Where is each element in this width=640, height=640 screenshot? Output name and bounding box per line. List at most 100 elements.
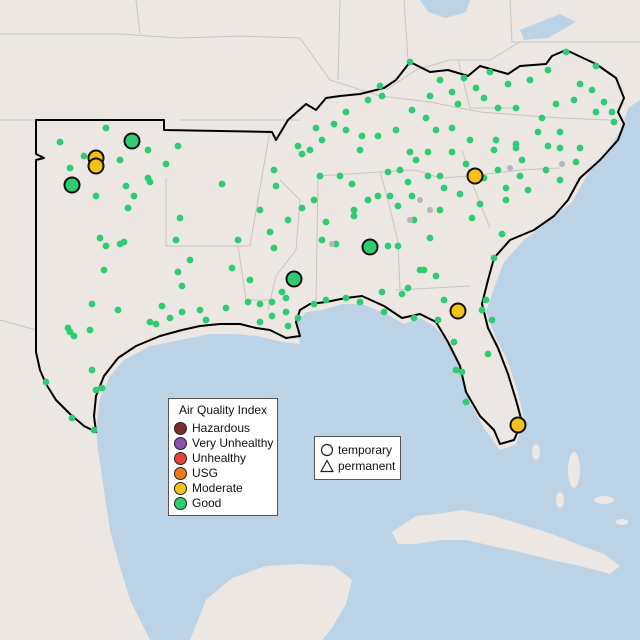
good-site-marker [306,146,314,154]
triangle-icon [320,459,334,473]
good-site-marker [458,368,466,376]
good-site-marker [406,58,414,66]
good-site-marker [116,156,124,164]
good-site-marker [440,184,448,192]
legend-label: Very Unhealthy [192,436,274,450]
good-site-marker [374,132,382,140]
good-site-marker [424,148,432,156]
offline-site-marker [329,241,335,247]
good-site-marker [480,94,488,102]
good-site-marker [342,108,350,116]
good-site-marker [272,182,280,190]
good-site-marker [384,168,392,176]
state-borders [0,0,640,331]
good-site-marker [478,306,486,314]
good-site-marker [64,324,72,332]
legend-row-unhealthy: Unhealthy [174,451,246,465]
good-site-marker [80,152,88,160]
good-site-marker [482,296,490,304]
moderate-site-marker[interactable] [466,167,484,185]
good-site-marker [70,332,78,340]
good-site-marker [294,142,302,150]
lakes [420,0,576,40]
good-site-marker [144,146,152,154]
good-site-marker [600,98,608,106]
good-site-marker [98,384,106,392]
land-bahamas [532,444,628,525]
good-site-marker [592,62,600,70]
good-site-marker [234,236,242,244]
good-swatch [174,496,187,510]
aqi-legend-title: Air Quality Index [179,403,268,417]
offline-site-marker [427,207,433,213]
good-site-marker[interactable] [123,132,141,150]
offline-site-marker [407,217,413,223]
shape-row-permanent: permanent [320,459,395,473]
good-site-marker [144,174,152,182]
good-site-marker [336,172,344,180]
good-site-marker [544,66,552,74]
good-site-marker [266,228,274,236]
good-site-marker [424,172,432,180]
good-site-marker [416,266,424,274]
good-site-marker [484,350,492,358]
good-site-marker [412,156,420,164]
good-site-marker [374,192,382,200]
good-site-marker [284,322,292,330]
good-site-marker [376,82,384,90]
good-site-marker[interactable] [285,270,303,288]
good-site-marker [318,136,326,144]
highlighted-site-markers[interactable] [63,132,527,434]
offline-site-marker [559,161,565,167]
good-site-marker [562,48,570,56]
good-site-marker [122,182,130,190]
good-site-marker [270,244,278,252]
legend-label: Moderate [192,481,243,495]
good-site-marker [468,214,476,222]
good-site-marker [516,172,524,180]
good-site-marker[interactable] [63,176,81,194]
good-site-marker [454,100,462,108]
good-site-marker [322,296,330,304]
good-site-marker [556,144,564,152]
moderate-site-marker[interactable] [449,302,467,320]
good-site-marker [556,176,564,184]
moderate-site-marker[interactable] [509,416,527,434]
shape-legend: temporary permanent [314,436,401,480]
good-site-marker[interactable] [361,238,379,256]
good-site-marker [256,318,264,326]
good-site-marker [100,266,108,274]
good-site-marker [452,366,460,374]
good-site-marker [66,164,74,172]
good-site-marker [162,160,170,168]
good-site-marker [526,76,534,84]
good-site-marker [436,172,444,180]
good-site-marker [350,212,358,220]
moderate-site-marker[interactable] [87,157,105,175]
good-site-marker [512,140,520,148]
good-site-marker [544,142,552,150]
good-site-marker [494,104,502,112]
good-site-marker [356,298,364,306]
good-site-marker [298,150,306,158]
good-site-marker [494,166,502,174]
good-site-marker [432,126,440,134]
good-site-marker [576,80,584,88]
good-site-marker [174,142,182,150]
good-site-marker [404,178,412,186]
legend-row-good: Good [174,496,221,510]
good-site-marker [90,426,98,434]
good-site-marker [422,114,430,122]
good-site-marker [246,276,254,284]
good-site-marker [256,206,264,214]
good-site-marker [342,126,350,134]
good-site-marker [436,76,444,84]
good-site-marker [448,148,456,156]
good-site-marker [542,166,550,174]
good-site-marker [408,106,416,114]
good-site-marker [88,366,96,374]
hazardous-swatch [174,421,187,435]
land-yucatan [190,564,352,640]
